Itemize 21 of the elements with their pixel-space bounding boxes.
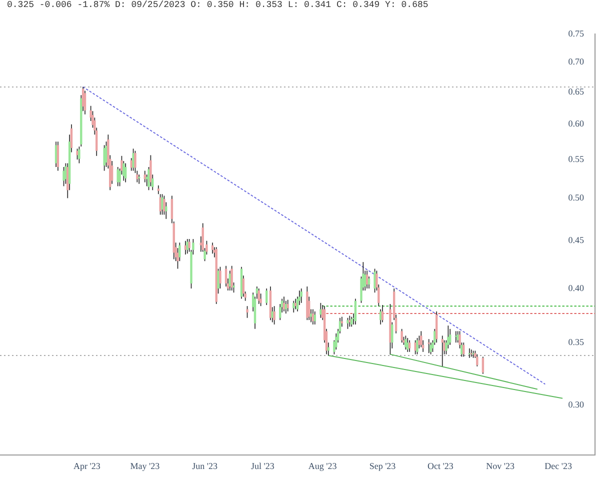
y-tick-label: 0.35 [568,336,584,347]
x-tick-label: May '23 [130,460,160,471]
x-tick-label: Apr '23 [73,460,101,471]
y-tick-label: 0.60 [568,118,584,129]
x-tick-label: Sep '23 [369,460,396,471]
x-tick-label: Nov '23 [486,460,516,471]
y-tick-label: 0.55 [568,154,584,164]
candlestick [441,336,444,366]
y-tick-label: 0.45 [568,235,584,246]
y-tick-label: 0.30 [568,399,584,410]
y-tick-label: 0.65 [568,86,584,96]
chart-title: 0.325 -0.006 -1.87% D: 09/25/2023 O: 0.350 H: 0.353 L: 0.341 C: 0.349 Y: 0.685 [6,0,430,12]
x-tick-label: Jul '23 [251,460,275,471]
y-tick-label: 0.40 [568,282,584,293]
y-tick-label: 0.70 [568,56,584,66]
x-tick-label: Aug '23 [308,460,338,471]
y-tick-label: 0.50 [568,192,584,203]
y-tick-label: 0.75 [568,28,584,38]
x-tick-label: Jun '23 [192,460,218,471]
x-tick-label: Dec '23 [544,460,572,471]
x-tick-label: Oct '23 [428,460,454,471]
